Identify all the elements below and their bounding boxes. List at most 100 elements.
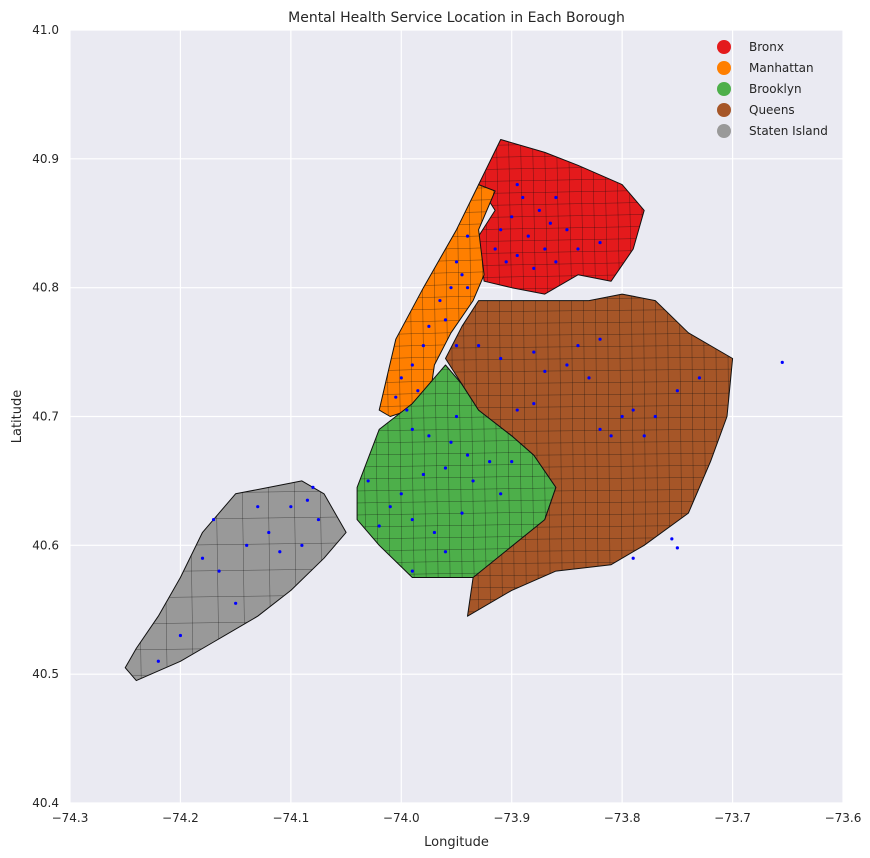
service-point (454, 414, 459, 419)
service-point (543, 247, 547, 251)
service-point (510, 215, 514, 219)
service-point (521, 195, 525, 200)
service-point (697, 376, 702, 380)
service-point (267, 530, 271, 535)
service-point (289, 505, 293, 509)
service-point (234, 601, 238, 605)
tract-line (357, 535, 556, 540)
service-point (399, 492, 403, 496)
service-point (460, 511, 464, 515)
legend: Bronx Manhattan Brooklyn Queens Staten Islan… (717, 40, 828, 138)
service-point (217, 569, 221, 573)
service-point (200, 556, 205, 560)
service-point (488, 459, 492, 464)
service-point (449, 286, 453, 290)
x-tick-label: −73.9 (493, 811, 530, 825)
tract-line (422, 365, 427, 578)
legend-marker (717, 124, 731, 138)
tract-line (568, 139, 572, 295)
service-point (366, 479, 370, 483)
service-point (465, 453, 470, 457)
x-tick-label: −73.8 (604, 811, 641, 825)
service-point (631, 408, 635, 412)
service-point (305, 498, 310, 502)
service-point (532, 402, 536, 406)
tract-line (357, 511, 556, 516)
service-point (631, 556, 635, 560)
x-tick-label: −74.0 (383, 811, 420, 825)
legend-label: Manhattan (749, 61, 814, 75)
tract-line (478, 250, 645, 254)
x-tick-label: −74.3 (52, 811, 89, 825)
service-point (454, 344, 459, 348)
tract-line (357, 475, 556, 480)
x-tick-label: −74.1 (272, 811, 309, 825)
y-tick-label: 40.8 (32, 281, 59, 295)
service-point (471, 479, 475, 483)
y-tick-label: 41.0 (32, 23, 59, 37)
legend-marker (717, 103, 731, 117)
y-tick-label: 40.7 (32, 410, 59, 424)
borough-queens (445, 293, 734, 617)
x-tick-label: −73.6 (825, 811, 862, 825)
service-point (493, 247, 497, 251)
tract-line (446, 365, 451, 578)
service-point (278, 550, 282, 554)
tract-line (445, 416, 733, 421)
service-point (565, 228, 569, 232)
x-tick-label: −74.2 (162, 811, 199, 825)
service-point (410, 569, 414, 573)
service-point (642, 434, 646, 438)
service-point (510, 459, 514, 464)
service-point (460, 273, 464, 277)
legend-label: Staten Island (749, 124, 828, 138)
service-point (515, 408, 519, 412)
service-point (410, 517, 414, 522)
service-point (554, 195, 558, 200)
service-point (620, 414, 624, 419)
service-point (554, 260, 558, 264)
service-point (587, 376, 591, 380)
tract-line (478, 262, 645, 266)
tract-line (478, 238, 645, 242)
tract-line (445, 356, 733, 361)
tract-line (445, 404, 733, 409)
service-point (465, 234, 470, 238)
y-tick-label: 40.6 (32, 538, 59, 552)
service-point (438, 298, 442, 303)
service-point (300, 543, 304, 547)
tract-line (445, 344, 733, 349)
service-point (311, 485, 315, 489)
legend-label: Brooklyn (749, 82, 802, 96)
service-point (388, 505, 392, 509)
service-point (670, 537, 674, 541)
service-point (443, 318, 448, 322)
y-tick-label: 40.9 (32, 152, 59, 166)
service-point (598, 427, 602, 431)
service-point (256, 505, 260, 509)
service-point (410, 427, 414, 431)
legend-label: Queens (749, 103, 795, 117)
tract-line (445, 392, 733, 397)
x-tick-label: −73.7 (714, 811, 751, 825)
tract-line (478, 190, 645, 194)
service-point (394, 395, 398, 399)
tract-line (445, 332, 733, 337)
service-point (526, 234, 530, 238)
tract-line (478, 202, 645, 206)
tract-line (357, 451, 556, 456)
service-point (421, 472, 425, 477)
service-point (465, 286, 470, 290)
chart-title: Mental Health Service Location in Each B… (288, 10, 625, 26)
tract-line (496, 139, 500, 295)
tract-line (357, 463, 556, 468)
tract-line (571, 294, 575, 617)
x-axis-label: Longitude (424, 835, 489, 850)
service-point (377, 524, 381, 528)
service-point (316, 517, 321, 522)
service-point (416, 389, 420, 393)
service-point (675, 546, 679, 550)
service-point (156, 659, 160, 663)
service-point (399, 376, 403, 380)
